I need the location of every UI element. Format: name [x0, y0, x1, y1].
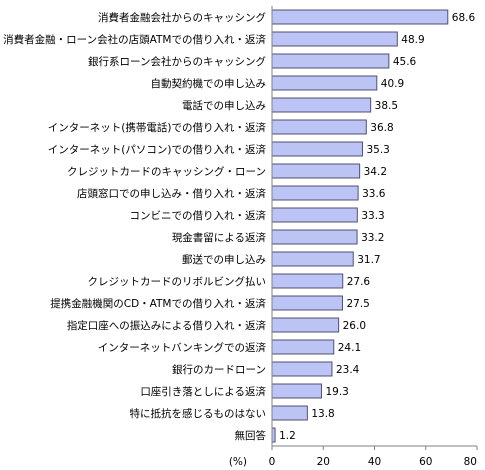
category-label: 郵送での申し込み	[182, 253, 266, 266]
value-label: 35.3	[366, 144, 389, 156]
bar-2	[271, 31, 398, 47]
bar-12	[271, 251, 354, 267]
category-label: クレジットカードのリボルビング払い	[88, 275, 267, 288]
value-label: 1.2	[279, 430, 296, 442]
bar-17	[271, 361, 333, 377]
value-label: 27.6	[347, 276, 371, 288]
bar-10	[271, 207, 358, 223]
x-tick-label: 20	[317, 456, 330, 468]
bar-7	[271, 141, 363, 157]
category-label: インターネット(携帯電話)での借り入れ・返済	[48, 121, 267, 134]
bar-19	[271, 405, 308, 421]
bar-18	[271, 383, 322, 399]
category-label: 特に抵抗を感じるものはない	[130, 407, 267, 420]
category-label: 現金書留による返済	[172, 231, 267, 244]
value-label: 31.7	[357, 254, 380, 266]
x-tick-label: 0	[269, 456, 276, 468]
category-label: 銀行系ローン会社からのキャッシング	[88, 55, 266, 68]
value-label: 24.1	[338, 342, 361, 354]
bars	[271, 9, 449, 443]
category-label: 口座引き落としによる返済	[140, 385, 266, 398]
category-label: 無回答	[235, 429, 267, 442]
value-label: 45.6	[393, 56, 417, 68]
category-label: 消費者金融会社からのキャッシング	[98, 11, 266, 24]
value-label: 38.5	[375, 100, 398, 112]
category-label: インターネットバンキングでの返済	[98, 341, 267, 354]
value-labels: 68.6 48.9 45.6 40.9 38.5 36.8 35.3 34.2 33.6 33.3…	[279, 12, 475, 442]
value-label: 36.8	[370, 122, 393, 134]
bar-14	[271, 295, 343, 311]
category-label: コンビニでの借り入れ・返済	[130, 209, 267, 222]
category-label: 自動契約機での申し込み	[151, 77, 267, 90]
x-axis: 0 20 40 60 80	[269, 6, 478, 468]
category-label: 電話での申し込み	[182, 99, 266, 112]
bar-6	[271, 119, 367, 135]
category-label: 指定口座への振込みによる借り入れ・返済	[67, 319, 267, 332]
category-label: 提携金融機関のCD・ATMでの借り入れ・返済	[50, 297, 266, 310]
bar-13	[271, 273, 344, 289]
category-label: クレジットカードのキャッシング・ローン	[67, 165, 266, 178]
value-label: 33.2	[361, 232, 384, 244]
value-label: 40.9	[381, 78, 404, 90]
bar-4	[271, 75, 378, 91]
value-label: 13.8	[311, 408, 334, 420]
value-label: 33.6	[362, 188, 386, 200]
bar-16	[271, 339, 335, 355]
bar-11	[271, 229, 358, 245]
bar-15	[271, 317, 340, 333]
x-tick-label: 40	[368, 456, 381, 468]
x-axis-unit-label: (%)	[229, 456, 247, 468]
value-label: 34.2	[364, 166, 387, 178]
x-tick-label: 80	[464, 456, 477, 468]
category-label: 店頭窓口での申し込み・借り入れ・返済	[77, 187, 266, 200]
bar-5	[271, 97, 372, 113]
bar-8	[271, 163, 361, 179]
bar-9	[271, 185, 359, 201]
bar-1	[271, 9, 449, 25]
bar-3	[271, 53, 390, 69]
category-label: 銀行のカードローン	[172, 363, 266, 376]
category-label: 消費者金融・ローン会社の店頭ATMでの借り入れ・返済	[3, 33, 266, 46]
value-label: 26.0	[343, 320, 366, 332]
value-label: 23.4	[336, 364, 360, 376]
value-label: 48.9	[401, 34, 424, 46]
value-label: 68.6	[452, 12, 476, 24]
value-label: 19.3	[325, 386, 348, 398]
x-tick-label: 60	[419, 456, 432, 468]
value-label: 27.5	[346, 298, 369, 310]
category-labels: 消費者金融会社からのキャッシング消費者金融・ローン会社の店頭ATMでの借り入れ・…	[3, 11, 266, 442]
category-label: インターネット(パソコン)での借り入れ・返済	[48, 143, 267, 156]
value-label: 33.3	[361, 210, 384, 222]
